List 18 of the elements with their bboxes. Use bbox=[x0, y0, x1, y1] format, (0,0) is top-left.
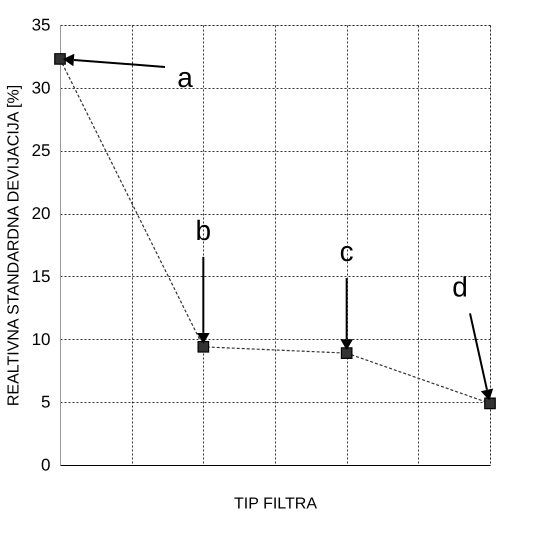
point bbox=[484, 398, 496, 410]
y-tick-label: 20 bbox=[32, 204, 50, 224]
point bbox=[340, 347, 353, 359]
y-tick-label: 0 bbox=[41, 456, 50, 474]
annotation: a bbox=[177, 62, 194, 93]
y-tick-label: 25 bbox=[32, 141, 50, 160]
annotation: c bbox=[340, 236, 354, 268]
x-axis-title: TIP FILTRA bbox=[234, 496, 318, 512]
y-tick-label: 10 bbox=[32, 330, 50, 349]
annotation: d bbox=[452, 271, 468, 302]
point bbox=[54, 53, 66, 65]
y-tick-label: 15 bbox=[32, 266, 50, 286]
y-axis-title: REALTIVNA STANDARDNA DEVIJACIJA [%] bbox=[6, 84, 23, 406]
point bbox=[197, 340, 210, 353]
y-tick-label: 30 bbox=[32, 78, 50, 98]
y-tick-label: 5 bbox=[41, 392, 50, 412]
annotation: b bbox=[196, 214, 212, 246]
y-tick-label: 35 bbox=[32, 16, 50, 34]
